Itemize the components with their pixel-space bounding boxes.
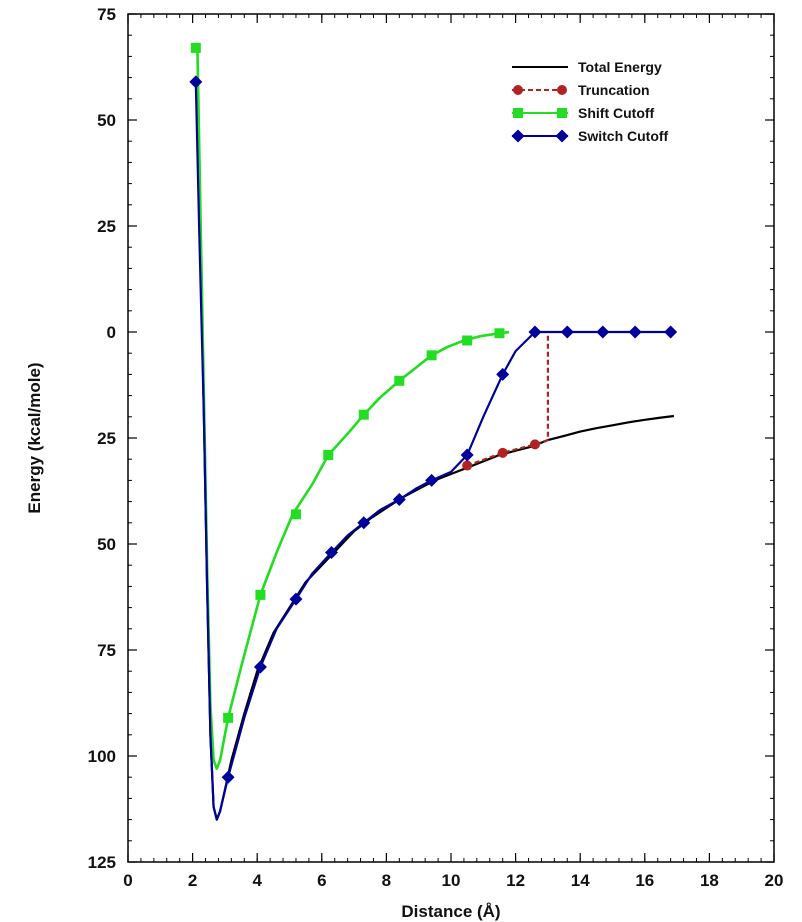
legend-marker-switch-cutoff (555, 129, 569, 143)
y-tick-label: 25 (97, 217, 116, 236)
y-tick-label: 75 (97, 5, 116, 24)
series-markers (189, 42, 678, 784)
shift-cutoff-marker (426, 350, 437, 361)
x-tick-label: 6 (317, 871, 326, 890)
shift-cutoff-marker (462, 335, 473, 346)
x-tick-labels: 0 2 4 6 8 10 12 14 16 18 20 (123, 871, 783, 890)
legend-marker-truncation (557, 85, 567, 95)
legend: Total Energy Truncation Shift Cutoff Switch… (511, 59, 669, 144)
total-energy-line (196, 86, 675, 821)
switch-cutoff-marker (596, 325, 610, 339)
y-tick-label: 0 (107, 323, 116, 342)
shift-cutoff-line (196, 47, 510, 771)
switch-cutoff-marker (221, 770, 235, 784)
x-tick-label: 14 (571, 871, 590, 890)
switch-cutoff-marker (528, 325, 542, 339)
shift-cutoff-marker (190, 42, 201, 53)
switch-cutoff-marker (560, 325, 574, 339)
switch-cutoff-marker (189, 75, 203, 89)
x-tick-label: 16 (635, 871, 654, 890)
shift-cutoff-marker (255, 589, 266, 600)
y-tick-labels: 75 50 25 0 25 50 75 100 125 (88, 5, 116, 872)
switch-cutoff-marker (357, 516, 371, 530)
x-tick-label: 18 (700, 871, 719, 890)
switch-cutoff-marker (425, 473, 439, 487)
shift-cutoff-marker (358, 409, 369, 420)
switch-cutoff-line (194, 81, 671, 821)
shift-cutoff-marker (323, 449, 334, 460)
y-tick-label: 75 (97, 641, 116, 660)
x-tick-label: 12 (506, 871, 525, 890)
x-tick-label: 10 (442, 871, 461, 890)
y-axis-label: Energy (kcal/mole) (25, 362, 44, 513)
legend-label-total-energy: Total Energy (578, 59, 662, 75)
shift-cutoff-marker (223, 712, 234, 723)
truncation-marker (497, 447, 508, 458)
y-tick-label: 50 (97, 535, 116, 554)
y-tick-label: 50 (97, 111, 116, 130)
legend-marker-shift-cutoff (513, 108, 523, 118)
axis-ticks (127, 13, 775, 863)
truncation-marker (529, 439, 540, 450)
x-tick-label: 8 (382, 871, 391, 890)
x-tick-label: 2 (188, 871, 197, 890)
switch-cutoff-marker (289, 592, 303, 606)
y-tick-label: 25 (97, 429, 116, 448)
switch-cutoff-marker (496, 367, 510, 381)
switch-cutoff-marker (628, 325, 642, 339)
switch-cutoff-marker (392, 492, 406, 506)
shift-cutoff-marker (494, 328, 505, 339)
switch-cutoff-marker (664, 325, 678, 339)
truncation-line (466, 332, 550, 467)
switch-cutoff-marker (324, 545, 338, 559)
shift-cutoff-marker (290, 509, 301, 520)
truncation-marker (462, 460, 473, 471)
shift-cutoff-marker (394, 375, 405, 386)
x-tick-label: 20 (765, 871, 784, 890)
switch-cutoff-marker (253, 660, 267, 674)
legend-label-shift-cutoff: Shift Cutoff (578, 105, 655, 121)
y-tick-label: 100 (88, 747, 116, 766)
legend-label-truncation: Truncation (578, 82, 650, 98)
x-tick-label: 4 (252, 871, 262, 890)
y-tick-label: 125 (88, 853, 116, 872)
x-tick-label: 0 (123, 871, 132, 890)
legend-marker-truncation (513, 85, 523, 95)
legend-marker-switch-cutoff (511, 129, 525, 143)
legend-marker-shift-cutoff (557, 108, 567, 118)
switch-cutoff-marker (460, 448, 474, 462)
series-lines (194, 47, 675, 821)
legend-label-switch-cutoff: Switch Cutoff (578, 128, 669, 144)
x-axis-label: Distance (Å) (401, 902, 500, 921)
